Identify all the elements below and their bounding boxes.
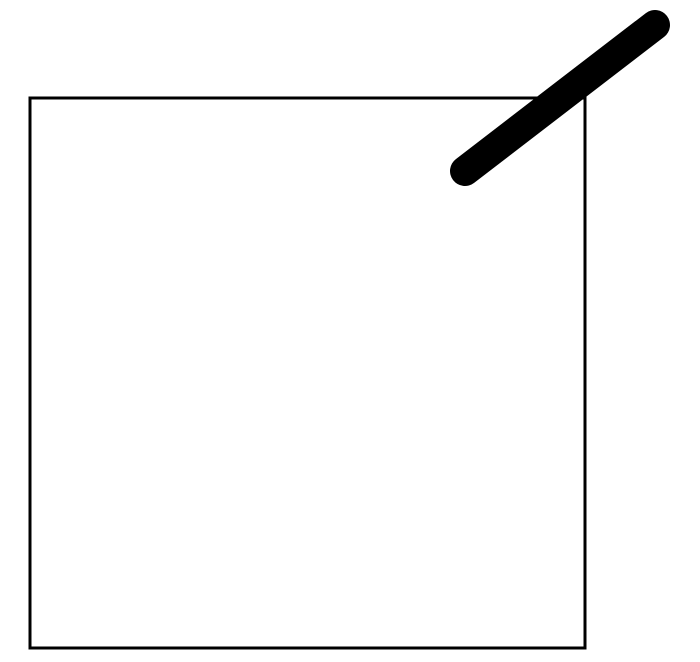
square-frame	[30, 98, 585, 648]
diagram-canvas	[0, 0, 700, 662]
